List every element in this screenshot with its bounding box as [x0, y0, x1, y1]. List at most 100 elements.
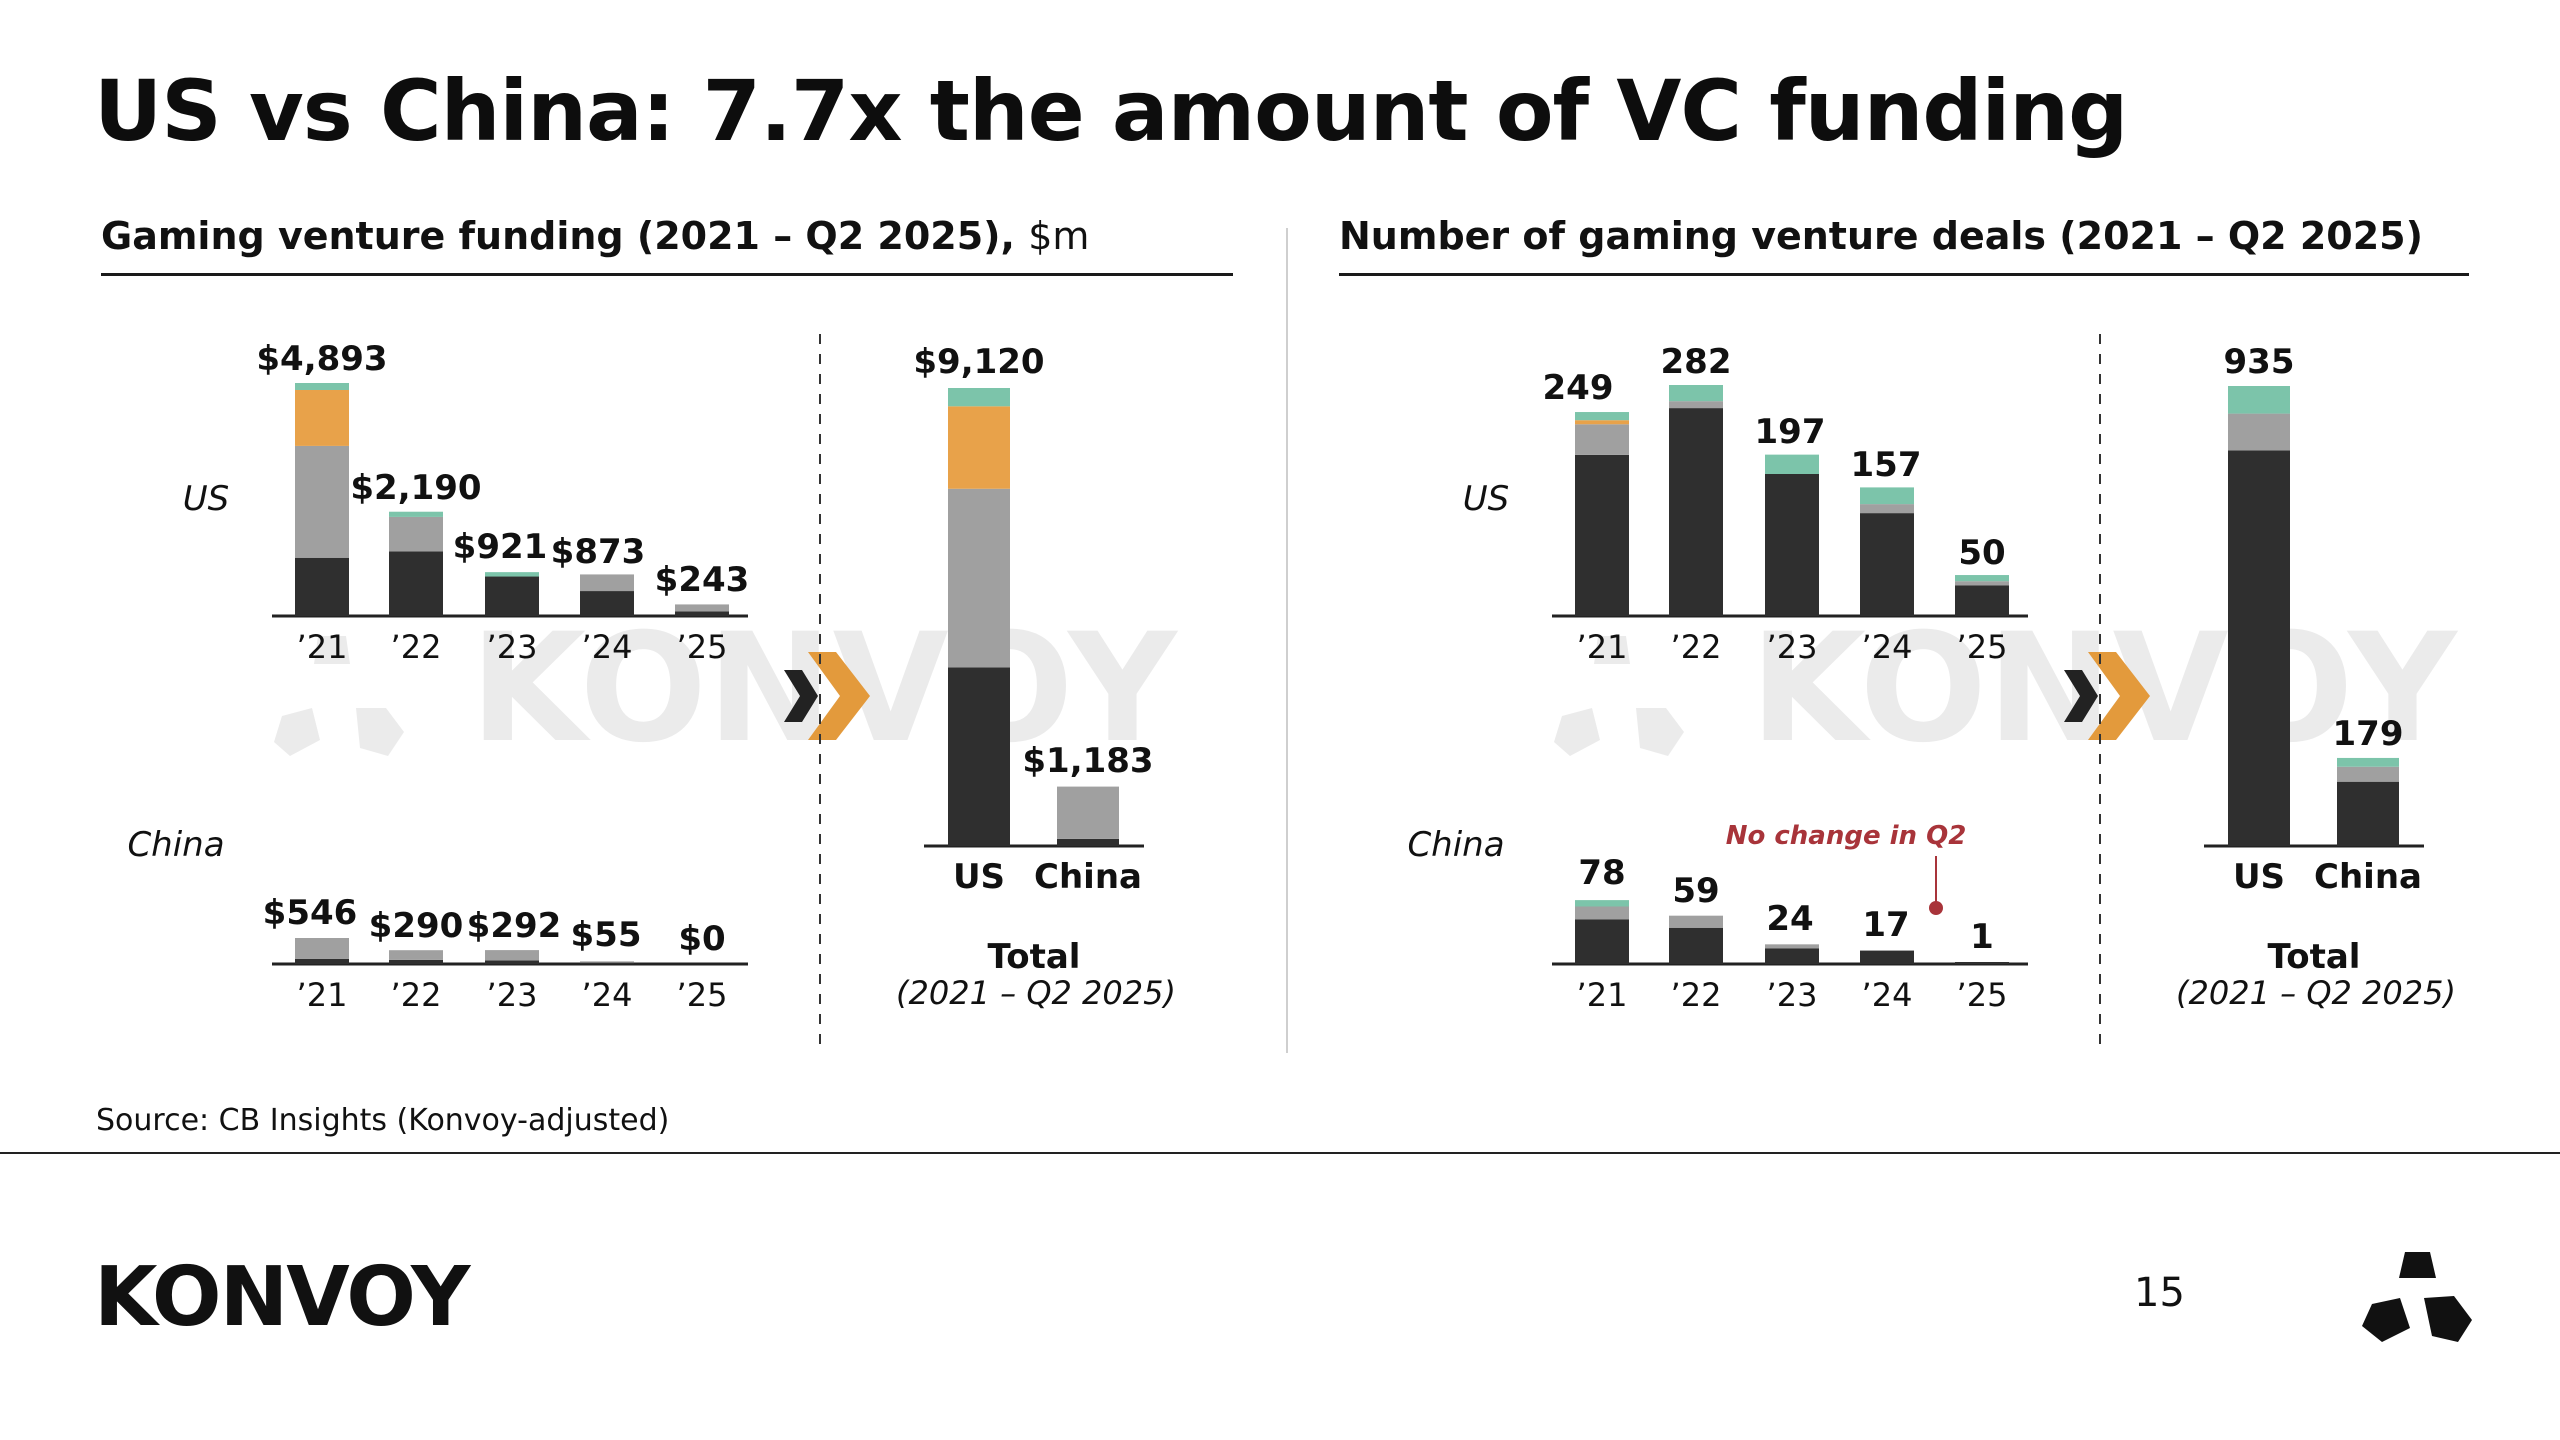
- deals-us-value-label: 249: [1543, 368, 1614, 408]
- arrow-dark: [2064, 670, 2098, 722]
- konvoy-mark-icon: [2362, 1252, 2472, 1342]
- funding-china-value-label: $55: [571, 915, 642, 955]
- deals-china-bar-1-seg-0: [1669, 927, 1723, 964]
- funding-row-label-china: China: [127, 825, 224, 865]
- funding-us-value-label: $873: [551, 532, 646, 572]
- arrow-orange: [808, 652, 870, 740]
- watermark: KONVOY: [274, 602, 1179, 776]
- funding-us-tick-label: ’21: [297, 628, 348, 666]
- funding-us-bar-4-seg-1: [675, 604, 729, 612]
- funding-us-value-label: $921: [453, 527, 548, 567]
- deals-china-tick-label: ’21: [1577, 976, 1628, 1014]
- deals-chart: KONVOY US China 249 ’21 282 ’22 197 ’23 157 ’24 50 ’…: [1407, 334, 2459, 1052]
- funding-china-bar-2-seg-1: [485, 950, 539, 961]
- watermark: KONVOY: [1554, 602, 2459, 776]
- deals-total-value-label: 935: [2224, 342, 2295, 382]
- funding-total-tick-label: China: [1034, 857, 1142, 897]
- deals-us-value-label: 197: [1755, 412, 1826, 452]
- deals-china-bar-0-seg-1: [1575, 906, 1629, 920]
- funding-china-tick-label: ’23: [487, 976, 538, 1014]
- source-note: Source: CB Insights (Konvoy-adjusted): [96, 1103, 670, 1138]
- center-divider: [1286, 228, 1288, 1053]
- funding-total-bar-1-seg-1: [1057, 786, 1119, 839]
- watermark-mark-icon: [1636, 708, 1684, 756]
- funding-total-bar-1-seg-0: [1057, 838, 1119, 846]
- deals-total-bar-1-seg-1: [2337, 766, 2399, 782]
- deals-us-bar-3-seg-0: [1860, 513, 1914, 616]
- watermark-mark-icon: [1594, 636, 1630, 664]
- watermark-mark-icon: [1554, 708, 1600, 756]
- funding-china-tick-label: ’24: [582, 976, 633, 1014]
- funding-us-bar-2-seg-3: [485, 572, 539, 577]
- page-title: US vs China: 7.7x the amount of VC fundi…: [94, 62, 2128, 160]
- deals-us-bar-4-seg-0: [1955, 585, 2009, 616]
- funding-chart-title: Gaming venture funding (2021 – Q2 2025),…: [101, 214, 1089, 258]
- funding-us-bar-0-seg-1: [295, 445, 349, 558]
- funding-china-tick-label: ’22: [391, 976, 442, 1014]
- deals-china-bar-0-seg-3: [1575, 900, 1629, 907]
- deals-us-bar-3-seg-1: [1860, 504, 1914, 514]
- deals-china-bar-2-seg-0: [1765, 948, 1819, 964]
- deals-title-rule: [1339, 273, 2469, 276]
- funding-us-bar-0-seg-0: [295, 557, 349, 616]
- funding-china-bar-3-seg-0: [580, 962, 634, 964]
- deals-us-bar-1-seg-0: [1669, 408, 1723, 616]
- deals-us-tick-label: ’25: [1957, 628, 2008, 666]
- deals-china-tick-label: ’23: [1767, 976, 1818, 1014]
- deals-china-value-label: 1: [1970, 917, 1994, 957]
- deals-china-value-label: 17: [1862, 905, 1909, 945]
- funding-total-tick-label: US: [953, 857, 1005, 897]
- funding-china-bar-1-seg-1: [389, 950, 443, 960]
- deals-us-value-label: 157: [1851, 445, 1922, 485]
- deals-us-tick-label: ’23: [1767, 628, 1818, 666]
- funding-us-bar-2-seg-0: [485, 576, 539, 616]
- deals-us-bar-1-seg-1: [1669, 401, 1723, 409]
- deals-china-bar-2-seg-1: [1765, 944, 1819, 949]
- page-number: 15: [2134, 1270, 2185, 1316]
- funding-us-tick-label: ’24: [582, 628, 633, 666]
- deals-us-bar-1-seg-3: [1669, 385, 1723, 402]
- deals-total-tick-label: China: [2314, 857, 2422, 897]
- deals-us-bar-2-seg-0: [1765, 473, 1819, 616]
- deals-us-bar-0-seg-0: [1575, 454, 1629, 616]
- arrow-dark: [784, 670, 818, 722]
- konvoy-logo: KONVOY: [94, 1250, 470, 1345]
- deals-total-bar-1-seg-3: [2337, 757, 2399, 767]
- deals-total-sublabel: (2021 – Q2 2025): [2176, 974, 2456, 1012]
- deals-us-bar-0-seg-3: [1575, 412, 1629, 421]
- deals-china-value-label: 59: [1672, 871, 1719, 911]
- footer-rule: [0, 1152, 2560, 1154]
- deals-us-bar-0-seg-1: [1575, 424, 1629, 455]
- deals-total-bar-0-seg-0: [2228, 450, 2290, 846]
- deals-us-bar-0-seg-2: [1575, 420, 1629, 425]
- deals-annotation-dot: [1929, 901, 1943, 915]
- deals-china-value-label: 24: [1766, 899, 1813, 939]
- funding-chart: KONVOY US China $4,893 ’21 $2,190 ’22 $921 ’23 $8…: [127, 334, 1179, 1052]
- deals-china-tick-label: ’22: [1671, 976, 1722, 1014]
- funding-total-sublabel: (2021 – Q2 2025): [896, 974, 1176, 1012]
- deals-total-bar-1-seg-0: [2337, 781, 2399, 846]
- watermark-text: KONVOY: [1750, 602, 2459, 776]
- funding-us-bar-1-seg-3: [389, 511, 443, 517]
- funding-total-bar-0-seg-0: [948, 667, 1010, 846]
- deals-total-value-label: 179: [2333, 714, 2404, 754]
- funding-us-bar-3-seg-0: [580, 591, 634, 616]
- deals-us-bar-2-seg-3: [1765, 454, 1819, 474]
- deals-china-bar-3-seg-0: [1860, 950, 1914, 964]
- funding-us-bar-4-seg-0: [675, 611, 729, 616]
- funding-china-bar-1-seg-0: [389, 959, 443, 964]
- deals-total-bar-0-seg-3: [2228, 386, 2290, 414]
- funding-china-tick-label: ’25: [677, 976, 728, 1014]
- funding-total-bar-0-seg-1: [948, 488, 1010, 668]
- funding-us-bar-3-seg-1: [580, 574, 634, 592]
- deals-china-bar-4-seg-0: [1955, 962, 2009, 964]
- deals-row-label-china: China: [1407, 825, 1504, 865]
- funding-us-bar-1-seg-1: [389, 516, 443, 552]
- deals-total-tick-label: US: [2233, 857, 2285, 897]
- deals-us-value-label: 282: [1661, 342, 1732, 382]
- funding-china-bar-0-seg-1: [295, 938, 349, 959]
- deals-us-value-label: 50: [1958, 533, 2005, 573]
- funding-total-label: Total: [988, 937, 1081, 977]
- funding-china-bar-3-seg-1: [580, 961, 634, 963]
- deals-china-bar-0-seg-0: [1575, 919, 1629, 964]
